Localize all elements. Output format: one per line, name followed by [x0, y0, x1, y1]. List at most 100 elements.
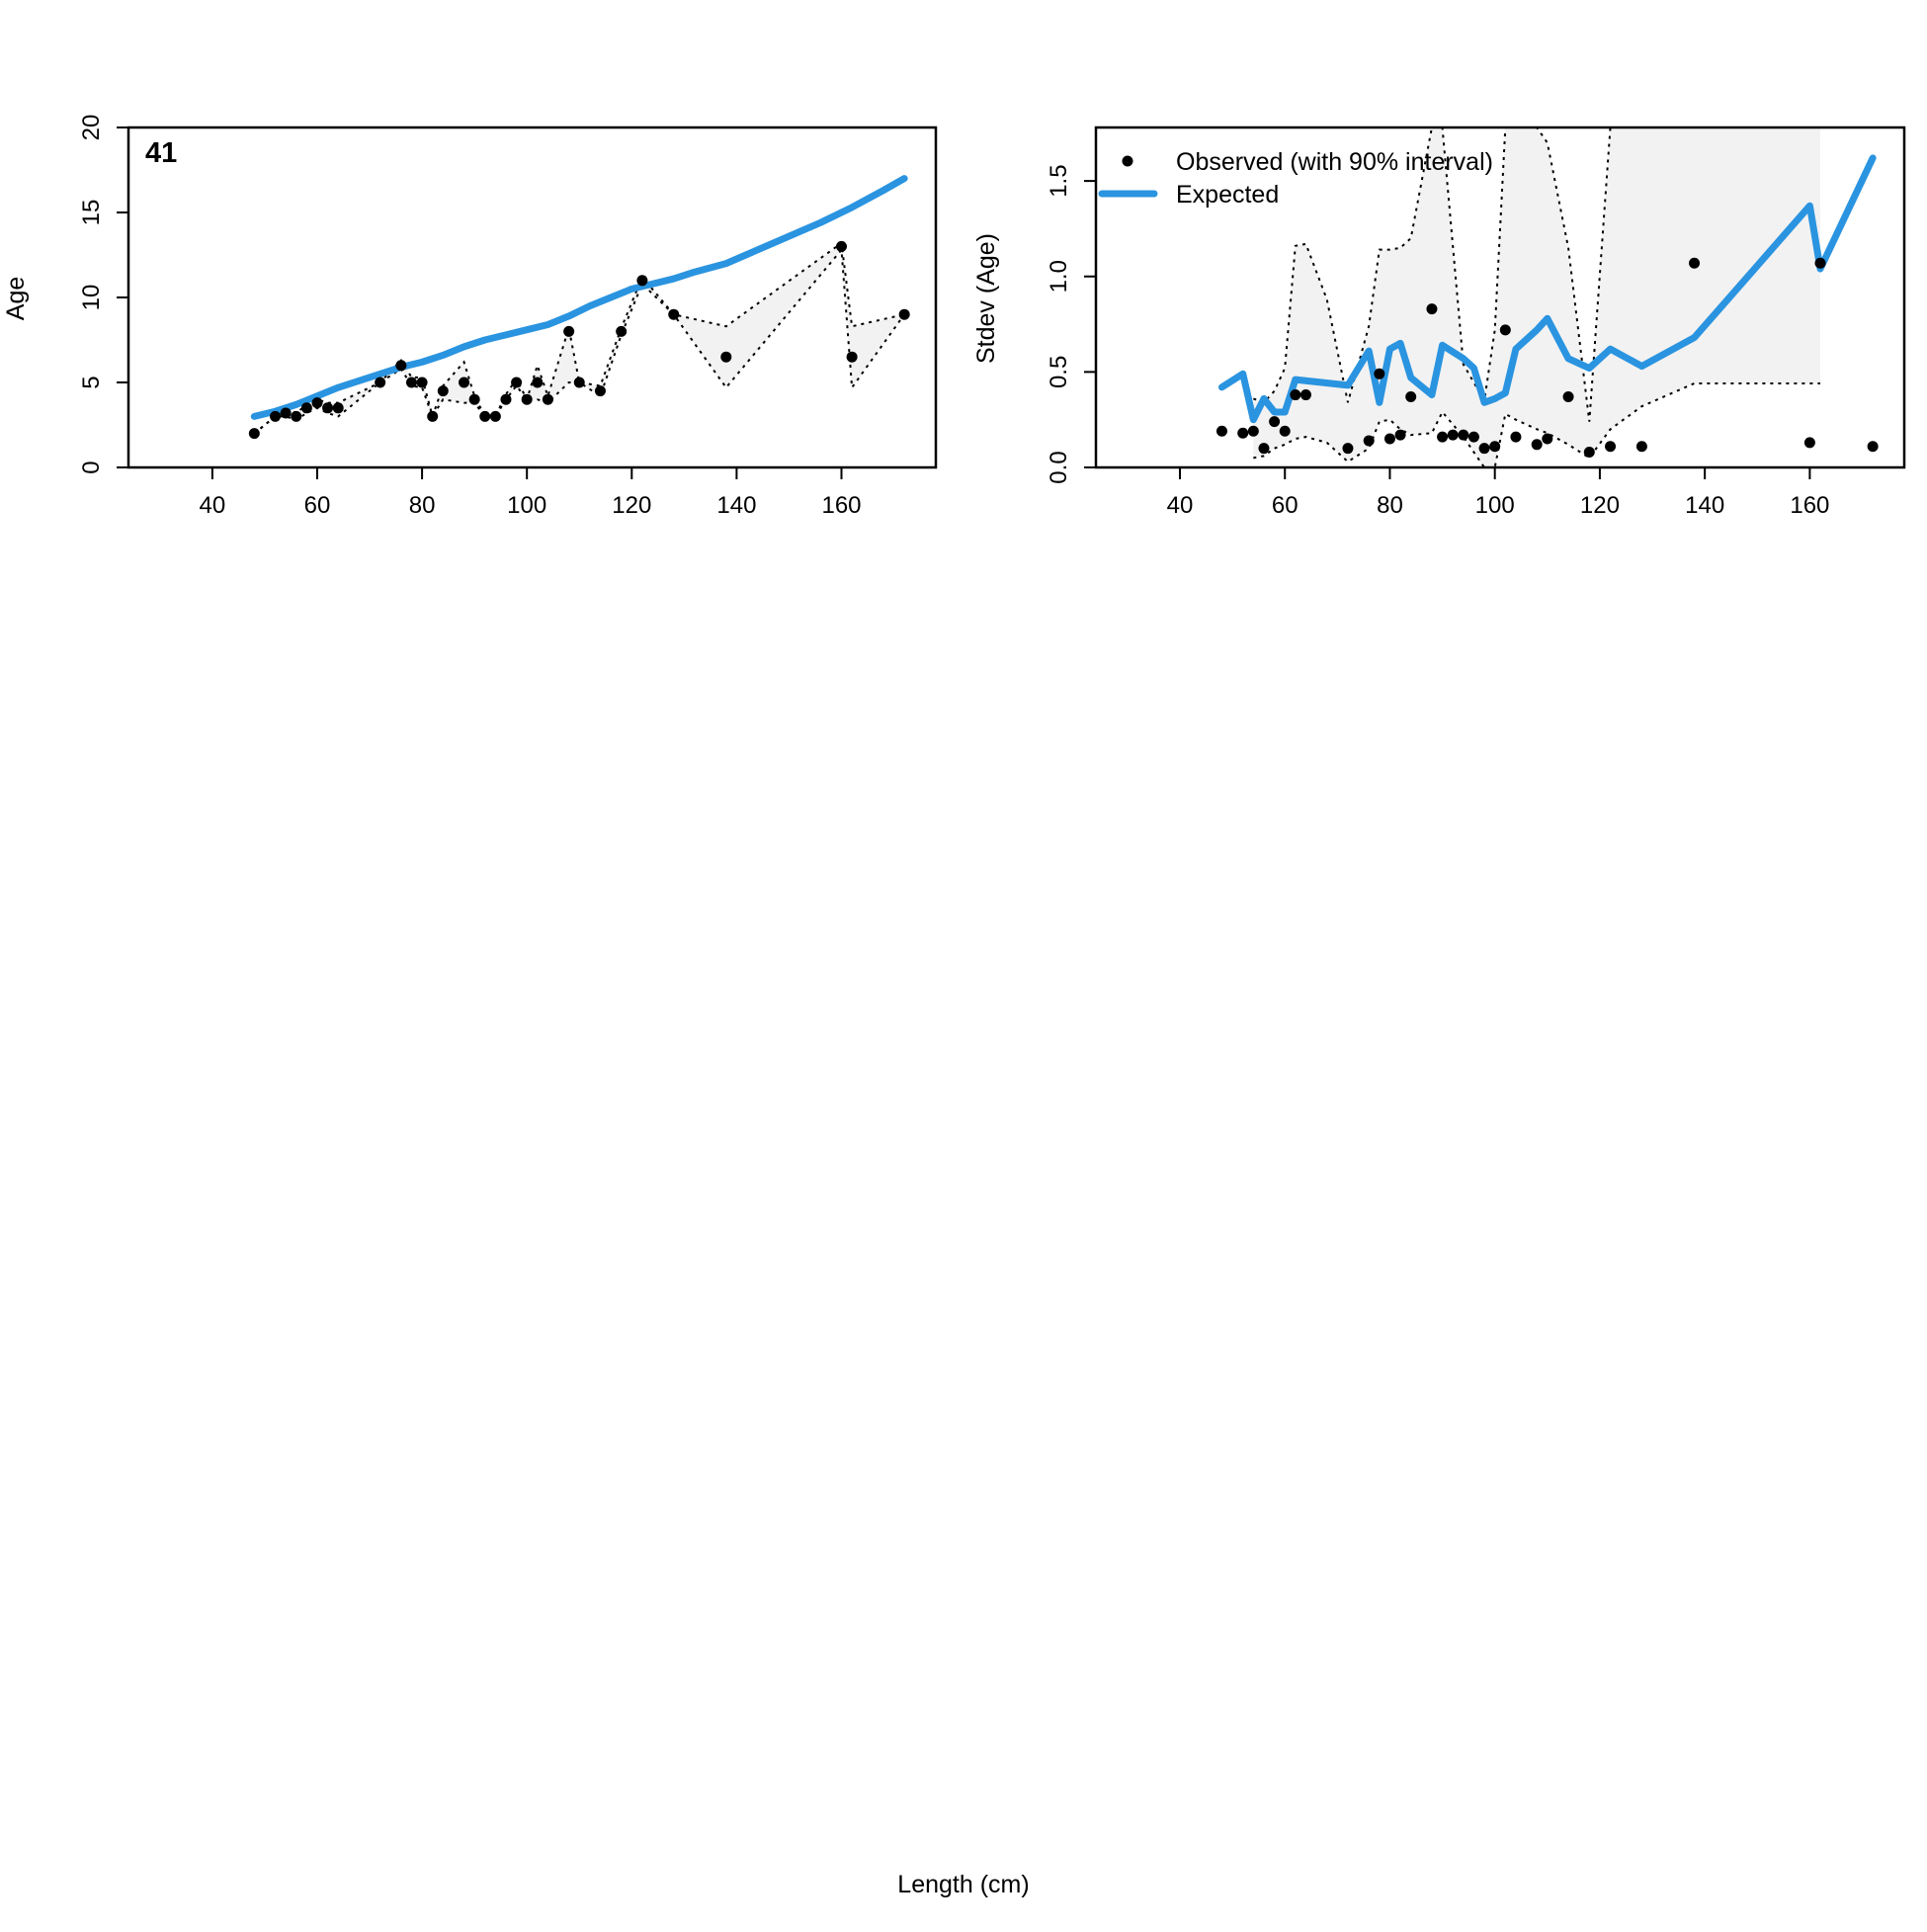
observed-point [836, 240, 848, 252]
observed-point [270, 410, 282, 422]
observed-point [616, 325, 628, 337]
observed-point [1467, 431, 1479, 443]
observed-point [1583, 447, 1595, 459]
observed-point [479, 410, 491, 422]
observed-point [1499, 324, 1511, 336]
stdev-axes: 40 60 80 100 120 140 160 0.0 0.5 1.0 1.5 [1046, 126, 1906, 519]
observed-point [1237, 427, 1249, 439]
legend: Observed (with 90% interval) Expected [1098, 148, 1493, 209]
x-tick-label: 160 [821, 492, 861, 519]
y-tick-label: 0 [78, 461, 105, 473]
observed-point [542, 393, 553, 405]
observed-point [1531, 439, 1543, 451]
observed-point [1374, 368, 1385, 379]
observed-point [1383, 433, 1395, 445]
y-axis-title-age: Age [2, 277, 30, 320]
legend-observed-marker [1122, 155, 1133, 167]
observed-point [489, 410, 501, 422]
legend-observed-label: Observed (with 90% interval) [1176, 148, 1493, 176]
stdev-observed-points [1215, 257, 1879, 459]
observed-point [311, 397, 323, 409]
observed-point [1542, 433, 1553, 445]
age-observed-points [248, 240, 910, 440]
observed-point [1562, 390, 1574, 402]
stdev-panel: 40 60 80 100 120 140 160 0.0 0.5 1.0 1.5 Stdev (Ag… [972, 126, 1906, 519]
observed-point [1290, 389, 1301, 401]
observed-point [1269, 416, 1281, 428]
observed-point [280, 407, 292, 419]
interval-upper-line [1253, 127, 1821, 422]
legend-expected-label: Expected [1176, 181, 1279, 209]
observed-point [248, 428, 260, 440]
observed-point [898, 308, 910, 320]
x-tick-label: 40 [200, 492, 226, 519]
observed-point [416, 377, 428, 388]
x-tick-label: 100 [1475, 492, 1515, 519]
observed-point [1279, 425, 1291, 437]
y-axis-title-stdev: Stdev (Age) [972, 233, 1000, 364]
stdev-interval-band [1253, 127, 1821, 467]
observed-point [291, 410, 302, 422]
x-tick-label: 120 [1580, 492, 1620, 519]
observed-point [1478, 443, 1490, 455]
x-axis-title: Length (cm) [897, 1871, 1030, 1898]
observed-point [1867, 441, 1879, 453]
observed-point [427, 410, 439, 422]
y-tick-label: 5 [78, 376, 105, 388]
observed-point [1426, 303, 1438, 315]
age-expected-line [250, 175, 908, 420]
observed-point [300, 402, 312, 414]
observed-point [1635, 441, 1647, 453]
observed-point [405, 377, 417, 388]
observed-point [1458, 429, 1469, 441]
age-axes: 40 60 80 100 120 140 160 0 5 10 15 20 [78, 115, 938, 519]
observed-point [846, 351, 858, 363]
y-tick-label: 1.5 [1046, 164, 1072, 197]
x-tick-label: 80 [409, 492, 436, 519]
x-tick-label: 120 [612, 492, 651, 519]
observed-point [1215, 425, 1227, 437]
stdev-expected-line [1217, 154, 1877, 424]
observed-point [563, 325, 575, 337]
observed-point [636, 275, 648, 287]
observed-point [1363, 435, 1375, 447]
observed-point [1247, 425, 1259, 437]
x-tick-label: 60 [1272, 492, 1299, 519]
observed-point [1803, 437, 1815, 449]
interval-band-area [1253, 127, 1821, 467]
observed-point [1299, 389, 1311, 401]
observed-point [720, 351, 732, 363]
expected-series-line [250, 175, 908, 420]
observed-point [1689, 257, 1701, 269]
panel-label: 41 [145, 137, 177, 169]
observed-point [1258, 443, 1270, 455]
observed-point [521, 393, 533, 405]
x-tick-label: 100 [507, 492, 546, 519]
x-tick-label: 80 [1377, 492, 1403, 519]
observed-point [1489, 441, 1501, 453]
y-tick-label: 15 [78, 200, 105, 226]
x-tick-label: 160 [1790, 492, 1829, 519]
observed-point [594, 385, 606, 397]
observed-point [1394, 429, 1406, 441]
observed-point [375, 377, 386, 388]
x-tick-label: 140 [1685, 492, 1724, 519]
observed-point [1447, 429, 1459, 441]
x-tick-label: 60 [304, 492, 331, 519]
y-tick-label: 0.0 [1046, 451, 1072, 483]
observed-point [532, 377, 544, 388]
y-tick-label: 0.5 [1046, 356, 1072, 388]
observed-point [1510, 431, 1522, 443]
expected-series-line [1217, 154, 1877, 424]
y-tick-label: 20 [78, 115, 105, 141]
observed-point [1342, 443, 1354, 455]
observed-point [573, 377, 585, 388]
y-tick-label: 1.0 [1046, 260, 1072, 293]
observed-point [395, 360, 407, 372]
observed-point [437, 385, 449, 397]
observed-point [500, 393, 512, 405]
observed-point [1814, 257, 1826, 269]
observed-point [668, 308, 680, 320]
observed-point [1405, 390, 1417, 402]
